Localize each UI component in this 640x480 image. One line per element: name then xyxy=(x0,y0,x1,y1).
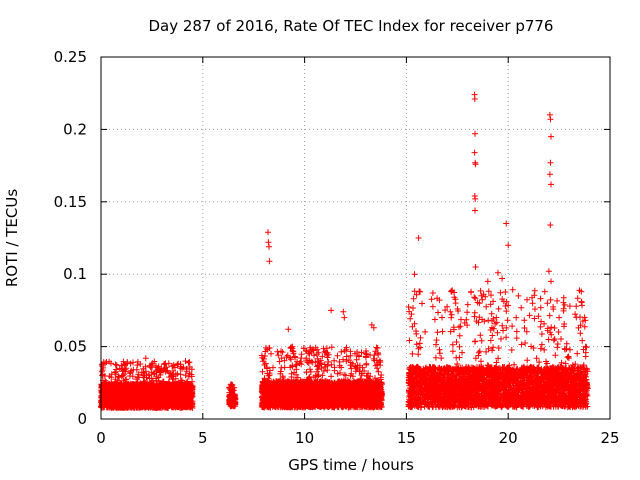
y-tick-label: 0 xyxy=(77,410,87,428)
y-tick-label: 0.1 xyxy=(63,265,87,283)
y-tick-label: 0.05 xyxy=(54,338,87,356)
x-tick-label: 5 xyxy=(198,429,208,447)
y-tick-label: 0.15 xyxy=(54,193,87,211)
x-tick-label: 15 xyxy=(397,429,416,447)
data-points xyxy=(98,91,591,411)
y-tick-label: 0.25 xyxy=(54,48,87,66)
chart-title: Day 287 of 2016, Rate Of TEC Index for r… xyxy=(149,17,554,35)
plot-frame xyxy=(100,56,611,420)
roti-scatter-markers xyxy=(98,91,591,411)
x-tick-label: 0 xyxy=(96,429,106,447)
y-tick-label: 0.2 xyxy=(63,120,87,138)
grid xyxy=(101,57,610,419)
y-axis-label: ROTI / TECUs xyxy=(3,189,21,287)
axis-ticks: 0 5 10 15 20 25 0 0.05 0.1 0.15 0.2 0.25 xyxy=(54,48,620,447)
x-tick-label: 20 xyxy=(499,429,518,447)
x-axis-label: GPS time / hours xyxy=(288,456,414,474)
x-tick-label: 10 xyxy=(295,429,314,447)
x-tick-label: 25 xyxy=(600,429,619,447)
